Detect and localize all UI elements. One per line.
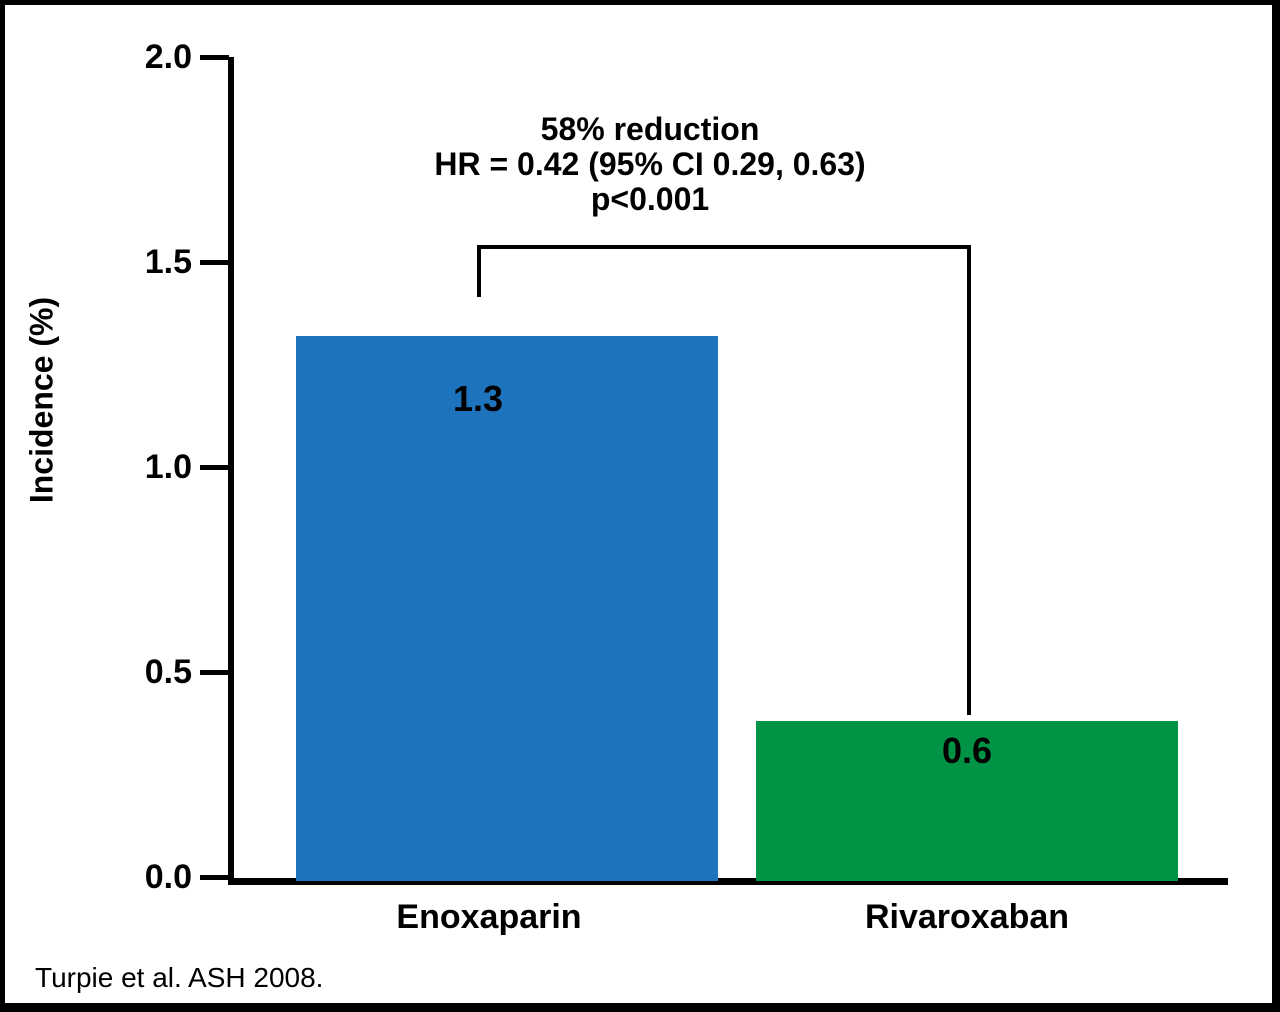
y-tick-mark [200,260,229,265]
y-axis-title: Incidence (%) [23,296,60,504]
y-tick-label-1.5: 1.5 [144,243,192,281]
y-tick-label-0.5: 0.5 [144,653,192,691]
x-axis-line [228,878,1228,885]
y-tick-label-2.0: 2.0 [144,38,192,76]
y-tick-mark [200,55,229,60]
comparison-bracket-right-drop [967,245,971,715]
comparison-bracket-left-drop [477,245,481,297]
citation-text: Turpie et al. ASH 2008. [35,962,324,993]
y-tick-mark [200,465,229,470]
comparison-bracket-horizontal [477,245,971,249]
bar-value-enoxaparin: 1.3 [452,378,504,419]
x-label-rivaroxaban: Rivaroxaban [864,898,1070,936]
stat-annotation-pvalue: p<0.001 [590,181,710,217]
x-label-enoxaparin: Enoxaparin [396,898,582,936]
bar-value-rivaroxaban: 0.6 [941,730,993,771]
y-tick-mark [200,875,229,880]
bar-rivaroxaban [756,721,1178,881]
bar-enoxaparin [296,336,718,881]
stat-annotation: 58% reduction HR = 0.42 (95% CI 0.29, 0.… [330,112,970,217]
y-tick-label-0.0: 0.0 [144,858,192,896]
y-tick-mark [200,670,229,675]
y-axis-line [228,57,234,885]
stat-annotation-reduction: 58% reduction [540,111,760,147]
stat-annotation-hr: HR = 0.42 (95% CI 0.29, 0.63) [434,146,866,182]
y-tick-label-1.0: 1.0 [144,448,192,486]
